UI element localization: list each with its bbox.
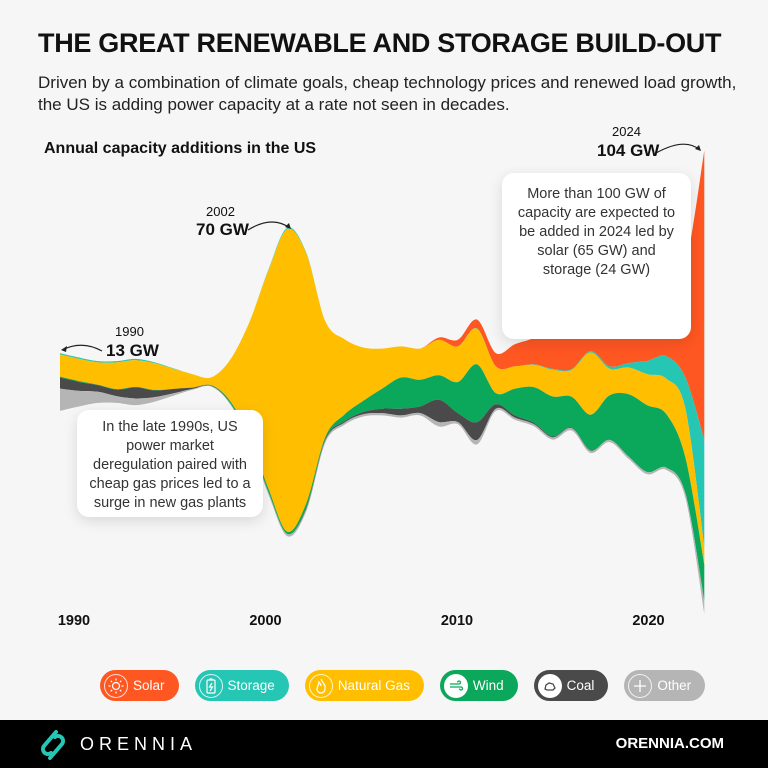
legend-label: Solar bbox=[133, 678, 165, 693]
annotation-year-1990: 1990 bbox=[115, 324, 144, 339]
wind-icon bbox=[443, 673, 468, 698]
plus-icon bbox=[628, 673, 653, 698]
arrowhead-2002 bbox=[285, 223, 291, 229]
website-link[interactable]: ORENNIA.COM bbox=[615, 735, 724, 752]
chart-title: Annual capacity additions in the US bbox=[44, 140, 317, 157]
arrowhead-1990 bbox=[61, 346, 67, 352]
legend-item-storage[interactable]: Storage bbox=[194, 670, 289, 701]
annotation-year-2002: 2002 bbox=[206, 204, 235, 219]
x-tick-label: 2020 bbox=[632, 613, 665, 629]
x-tick-label: 2000 bbox=[249, 613, 282, 629]
arrowhead-2024 bbox=[695, 145, 701, 151]
callout-gas-surge: In the late 1990s, US power market dereg… bbox=[77, 410, 263, 517]
x-tick-label: 1990 bbox=[57, 613, 91, 629]
page-subtitle: Driven by a combination of climate goals… bbox=[38, 73, 737, 114]
sun-icon bbox=[104, 673, 128, 698]
annotation-arrow-2024 bbox=[655, 143, 701, 154]
legend-label: Storage bbox=[227, 678, 275, 693]
flame-icon bbox=[308, 673, 333, 698]
legend-label: Coal bbox=[566, 678, 595, 693]
orennia-logo-icon bbox=[41, 730, 65, 760]
legend-item-coal[interactable]: Coal bbox=[533, 670, 609, 701]
stream-layer-wind bbox=[60, 364, 705, 601]
coal-icon bbox=[537, 673, 562, 698]
legend-label: Natural Gas bbox=[337, 678, 410, 693]
battery-icon bbox=[198, 673, 223, 698]
brand-name: ORENNIA bbox=[80, 734, 198, 754]
legend: Solar Storage Natural Gas Wind Coal Othe… bbox=[100, 670, 706, 701]
page-title: THE GREAT RENEWABLE AND STORAGE BUILD-OU… bbox=[38, 28, 722, 58]
legend-item-natural-gas[interactable]: Natural Gas bbox=[304, 670, 424, 701]
x-tick-label: 2010 bbox=[440, 613, 474, 629]
legend-label: Other bbox=[657, 678, 692, 693]
legend-item-other[interactable]: Other bbox=[624, 670, 706, 701]
streamgraph bbox=[60, 143, 705, 614]
legend-label: Wind bbox=[472, 678, 504, 693]
annotation-arrow-1990 bbox=[61, 344, 103, 352]
annotation-value-2024: 104 GW bbox=[597, 141, 660, 160]
annotation-value-1990: 13 GW bbox=[106, 341, 159, 360]
annotation-arrow-2002 bbox=[247, 221, 291, 231]
stream-layer-natural-gas bbox=[60, 228, 705, 565]
callout-2024-outlook: More than 100 GW of capacity are expecte… bbox=[502, 173, 691, 339]
legend-item-wind[interactable]: Wind bbox=[439, 670, 518, 701]
annotation-value-2002: 70 GW bbox=[196, 220, 249, 239]
legend-item-solar[interactable]: Solar bbox=[100, 670, 179, 701]
footer: ORENNIA ORENNIA.COM bbox=[0, 720, 768, 768]
annotation-year-2024: 2024 bbox=[612, 124, 641, 139]
